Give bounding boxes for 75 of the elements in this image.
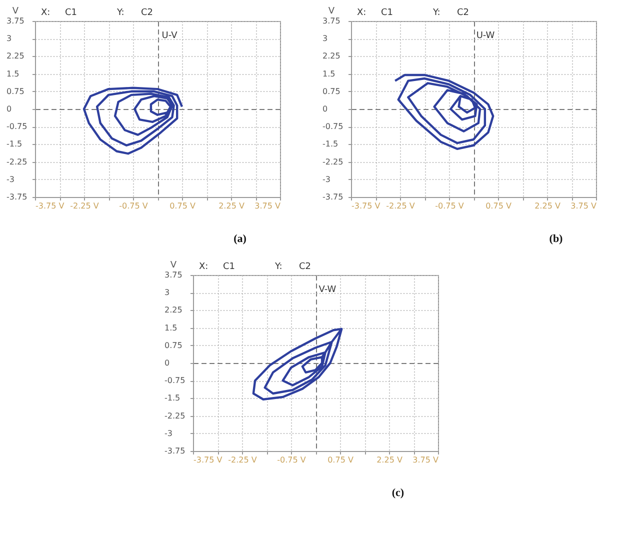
y-axis-title: V [328,6,336,16]
text: C1 [381,8,394,18]
y-tick-label: 3 [6,34,12,44]
y-tick-label: -3.75 [322,192,344,202]
text: C1 [223,262,236,272]
y-tick-label: 1.5 [322,69,336,78]
x-tick-label: 0.75 V [170,202,196,210]
text: (a) [234,233,247,245]
y-tick-label: -3 [322,174,330,184]
x-tick-label: -3.75 V [352,202,381,210]
y-tick-label: -2.25 [6,157,28,166]
y-tick-label: -2.25 [322,157,344,166]
text: U-V [162,31,178,41]
text: X: [357,8,366,18]
y-tick-label: 2.25 [6,52,24,61]
y-tick-label: 3.75 [164,270,182,280]
text: X: [199,262,208,272]
line-series [394,74,494,150]
y-tick-label: 2.25 [164,306,182,315]
y-tick-label: 3 [322,34,328,44]
text: (b) [549,233,564,245]
x-tick-label: 3.75 V [570,202,598,210]
x-tick-label: 2.25 V [376,456,403,464]
x-tick-label: 0.75 V [486,202,512,210]
line-series [82,86,184,155]
x-tick-label: -0.75 V [435,202,464,210]
y-tick-label: 0.75 [6,86,24,96]
x-tick-label: -3.75 V [194,456,223,464]
y-tick-label: -0.75 [322,122,344,132]
y-tick-label: 1.5 [6,69,20,78]
text: C2 [141,8,154,18]
y-tick-label: -0.75 [6,122,28,132]
line-series [252,328,343,400]
x-tick-label: -2.25 V [386,202,416,210]
x-tick-label: 2.25 V [534,202,561,210]
y-tick-label: 3 [164,288,170,298]
x-tick-label: 2.25 V [218,202,245,210]
x-tick-label: 3.75 V [254,202,282,210]
y-tick-label: 3.75 [322,16,340,26]
y-tick-label: -1.5 [6,140,22,149]
text: Y: [432,8,440,18]
x-tick-label: -3.75 V [36,202,65,210]
text: V-W [318,285,336,295]
y-tick-label: 0 [322,104,328,114]
y-tick-label: -3 [6,174,14,184]
y-tick-label: 2.25 [322,52,340,61]
text: Y: [274,262,282,272]
y-tick-label: 0 [6,104,12,114]
x-tick-label: -0.75 V [277,456,306,464]
text: C2 [299,262,312,272]
text: C1 [65,8,78,18]
text: (c) [392,487,404,499]
y-axis-title: V [12,6,20,16]
y-tick-label: 0.75 [164,340,182,350]
text: U-W [476,31,495,41]
y-axis-title: V [170,260,178,270]
y-tick-label: 0 [164,358,170,368]
text: X: [41,8,50,18]
x-tick-label: -2.25 V [70,202,100,210]
y-tick-label: -3 [164,428,172,438]
text: C2 [457,8,470,18]
y-tick-label: 1.5 [164,323,178,332]
y-tick-label: -3.75 [6,192,28,202]
y-tick-label: -1.5 [164,394,180,403]
text: Y: [116,8,124,18]
y-tick-label: 0.75 [322,86,340,96]
x-tick-label: -0.75 V [119,202,148,210]
y-tick-label: 3.75 [6,16,24,26]
y-tick-label: -1.5 [322,140,338,149]
y-tick-label: -2.25 [164,411,186,420]
y-tick-label: -3.75 [164,446,186,456]
x-tick-label: -2.25 V [228,456,258,464]
x-tick-label: 0.75 V [328,456,354,464]
y-tick-label: -0.75 [164,376,186,386]
x-tick-label: 3.75 V [412,456,440,464]
